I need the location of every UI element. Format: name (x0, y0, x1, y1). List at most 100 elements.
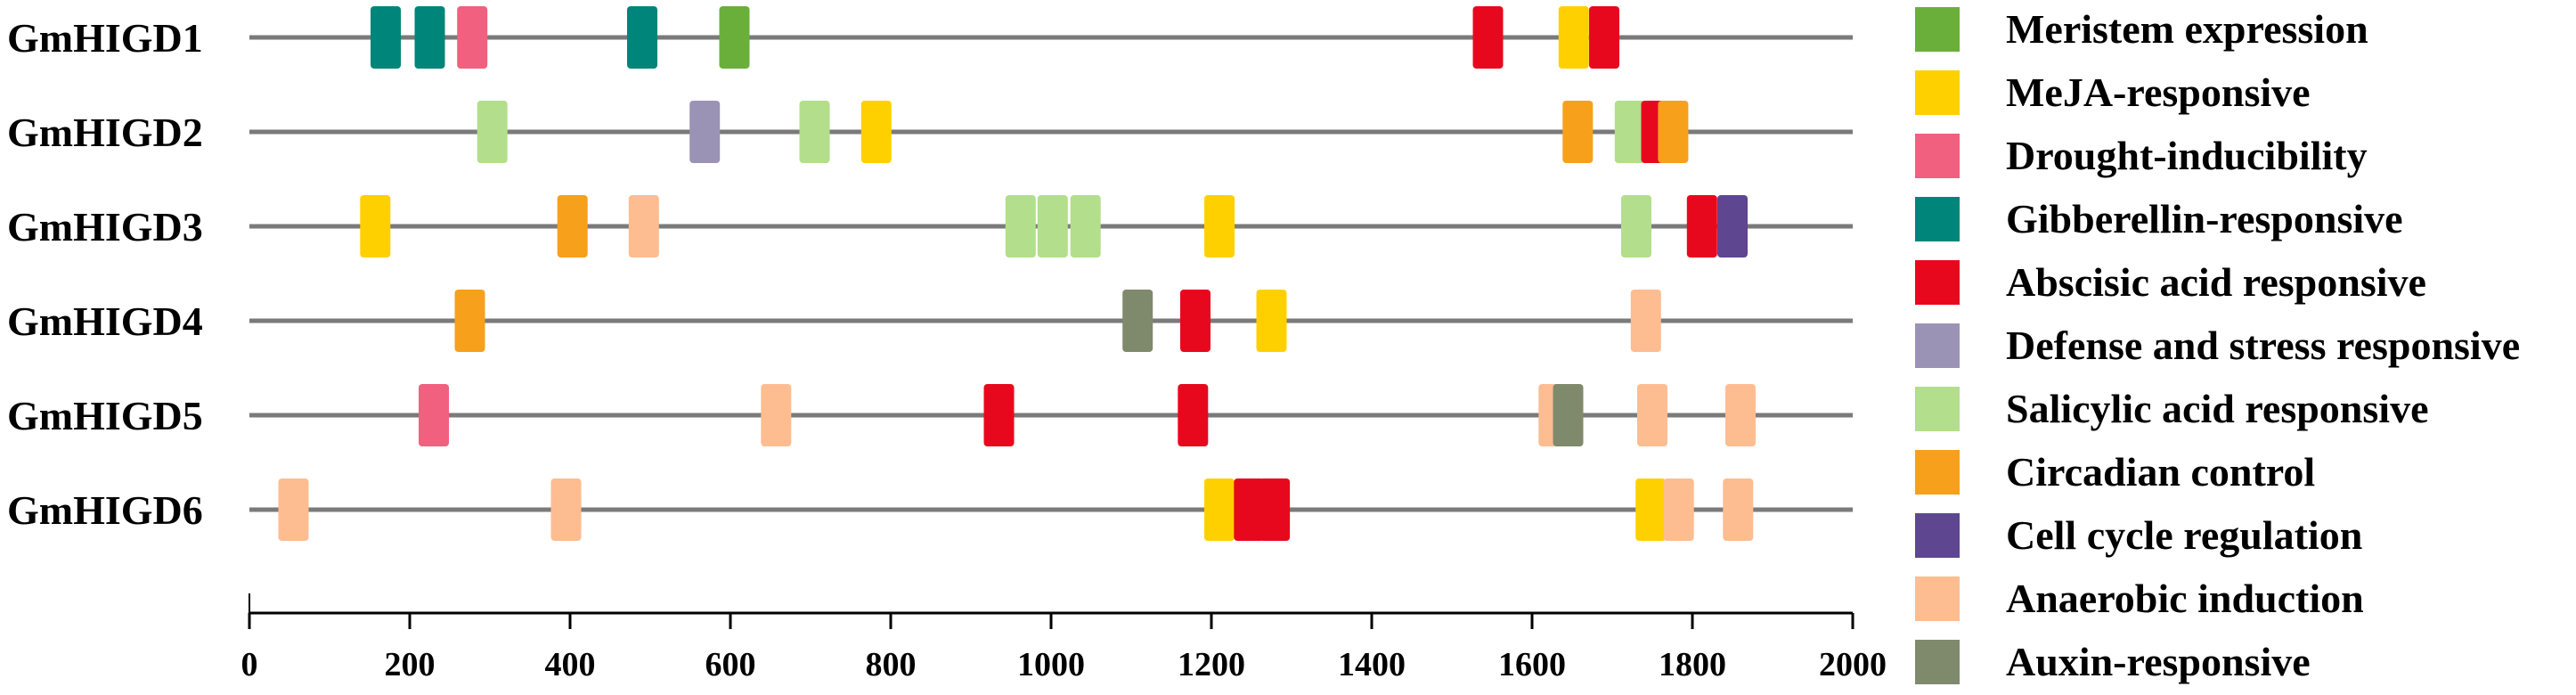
legend-item-anaerobic: Anaerobic induction (1915, 576, 2364, 621)
cis-element-box-aba (1234, 478, 1265, 541)
cis-element-box-anaerobic (1663, 478, 1694, 541)
legend-swatch (1915, 450, 1960, 495)
cis-element-box-anaerobic (278, 478, 309, 541)
gene-rows: GmHIGD1 GmHIGD2 GmHIGD3 GmHIGD4 GmHIGD5 GmHIG… (7, 6, 1853, 541)
gene-label: GmHIGD3 (7, 204, 203, 249)
gene-row: GmHIGD4 (7, 290, 1853, 352)
cis-element-box-anaerobic (1637, 384, 1667, 446)
cis-element-box-meja (1635, 478, 1667, 541)
cis-element-box-gibberellin (627, 6, 657, 69)
legend-item-aba: Abscisic acid responsive (1915, 259, 2426, 305)
cis-element-box-salicylic (1621, 195, 1651, 258)
legend-swatch (1915, 513, 1960, 558)
cis-element-box-meja (1558, 6, 1589, 69)
legend-swatch (1915, 387, 1960, 431)
cis-element-box-defense (689, 101, 721, 163)
legend-label: Gibberellin-responsive (2006, 196, 2403, 241)
gene-label: GmHIGD1 (7, 15, 203, 61)
cis-element-box-meristem (719, 6, 750, 69)
cis-element-box-anaerobic (550, 478, 582, 541)
cis-element-box-salicylic (1005, 195, 1036, 258)
gene-label: GmHIGD4 (7, 298, 203, 344)
x-tick-label: 200 (385, 646, 436, 683)
legend-label: Drought-inducibility (2006, 133, 2368, 178)
cis-element-box-drought (457, 6, 488, 69)
gene-row: GmHIGD5 (7, 384, 1853, 446)
x-tick-label: 800 (866, 646, 917, 683)
legend-swatch (1915, 640, 1960, 684)
cis-element-box-aba (1472, 6, 1504, 69)
cis-element-box-salicylic (1614, 101, 1645, 163)
legend-label: Abscisic acid responsive (2006, 259, 2426, 305)
gene-row: GmHIGD1 (7, 6, 1853, 69)
legend-item-drought: Drought-inducibility (1915, 133, 2368, 178)
x-tick-label: 600 (705, 646, 756, 683)
cis-element-box-anaerobic (1723, 478, 1754, 541)
legend-item-gibberellin: Gibberellin-responsive (1915, 196, 2403, 241)
legend-swatch (1915, 134, 1960, 178)
legend-item-cellcycle: Cell cycle regulation (1915, 512, 2362, 558)
legend-swatch (1915, 70, 1960, 115)
cis-element-box-gibberellin (414, 6, 445, 69)
cis-element-box-drought (419, 384, 449, 446)
cis-element-box-circadian (1562, 101, 1594, 163)
cis-element-box-aba (1589, 6, 1619, 69)
cis-element-box-gibberellin (371, 6, 401, 69)
legend-item-salicylic: Salicylic acid responsive (1915, 386, 2429, 431)
legend-label: Salicylic acid responsive (2006, 386, 2429, 431)
cis-element-box-aba (1178, 384, 1209, 446)
legend-label: Defense and stress responsive (2006, 323, 2520, 368)
gene-label: GmHIGD6 (7, 487, 203, 533)
gene-label: GmHIGD5 (7, 393, 203, 438)
cis-element-box-anaerobic (1725, 384, 1756, 446)
gene-label: GmHIGD2 (7, 110, 203, 155)
gene-row: GmHIGD3 (7, 195, 1853, 258)
cis-element-box-meja (860, 101, 892, 163)
x-tick-label: 1000 (1017, 646, 1085, 683)
x-tick-label: 1600 (1498, 646, 1566, 683)
cis-element-box-cellcycle (1717, 195, 1748, 258)
legend-swatch (1915, 260, 1960, 305)
legend-label: MeJA-responsive (2006, 70, 2311, 115)
cis-element-box-aba (1180, 290, 1211, 352)
cis-element-box-circadian (557, 195, 588, 258)
legend-item-meja: MeJA-responsive (1915, 70, 2311, 115)
legend-item-auxin: Auxin-responsive (1915, 639, 2311, 684)
cis-element-box-circadian (1658, 101, 1689, 163)
legend-swatch (1915, 576, 1960, 621)
cis-element-box-auxin (1553, 384, 1584, 446)
legend-swatch (1915, 197, 1960, 241)
cis-element-box-anaerobic (1630, 290, 1661, 352)
legend-label: Meristem expression (2006, 6, 2368, 52)
cis-element-box-aba (1259, 478, 1291, 541)
cis-element-box-salicylic (1037, 195, 1068, 258)
x-tick-label: 1400 (1338, 646, 1406, 683)
cis-element-box-aba (1686, 195, 1717, 258)
legend-item-circadian: Circadian control (1915, 449, 2315, 495)
x-tick-label: 1200 (1178, 646, 1245, 683)
cis-element-box-salicylic (1070, 195, 1101, 258)
cis-element-box-aba (983, 384, 1015, 446)
cis-element-box-anaerobic (628, 195, 659, 258)
x-axis: 0 200 400 600 800 1000 1200 1400 1600 1800 2000 (241, 593, 1887, 683)
legend-label: Auxin-responsive (2006, 639, 2311, 684)
cis-element-box-anaerobic (761, 384, 792, 446)
legend: Meristem expression MeJA-responsive Drough… (1915, 6, 2520, 684)
cis-element-box-meja (1204, 478, 1235, 541)
gene-row: GmHIGD2 (7, 101, 1853, 163)
cis-element-box-meja (1204, 195, 1235, 258)
x-tick-label: 400 (545, 646, 596, 683)
cis-element-box-meja (360, 195, 391, 258)
legend-label: Circadian control (2006, 449, 2315, 495)
legend-swatch (1915, 323, 1960, 368)
x-tick-label: 2000 (1819, 646, 1887, 683)
cis-element-box-meja (1256, 290, 1287, 352)
cis-element-box-salicylic (477, 101, 508, 163)
x-tick-label: 0 (241, 646, 258, 683)
cis-element-box-auxin (1122, 290, 1153, 352)
legend-label: Anaerobic induction (2006, 576, 2364, 621)
legend-swatch (1915, 7, 1960, 52)
legend-item-defense: Defense and stress responsive (1915, 323, 2520, 368)
cis-element-box-salicylic (799, 101, 830, 163)
